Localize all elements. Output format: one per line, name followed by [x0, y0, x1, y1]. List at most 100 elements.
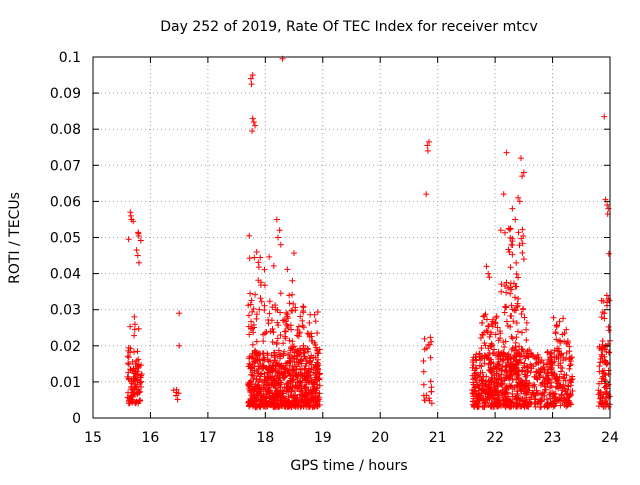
data-point-plus-marker: [285, 315, 292, 322]
data-point-plus-marker: [564, 337, 571, 344]
data-point-plus-marker: [427, 334, 434, 341]
data-point-plus-marker: [485, 351, 492, 358]
data-point-plus-marker: [499, 356, 506, 363]
data-point-plus-marker: [503, 318, 510, 325]
data-point-plus-marker: [125, 369, 132, 376]
data-point-plus-marker: [280, 363, 287, 370]
data-point-plus-marker: [299, 374, 306, 381]
data-point-plus-marker: [269, 339, 276, 346]
x-tick-label: 16: [142, 430, 160, 446]
data-point-plus-marker: [300, 304, 307, 311]
data-point-plus-marker: [250, 395, 257, 402]
data-point-plus-marker: [563, 397, 570, 404]
data-point-plus-marker: [508, 333, 515, 340]
data-point-plus-marker: [510, 318, 517, 325]
data-point-plus-marker: [299, 346, 306, 353]
data-point-plus-marker: [420, 392, 427, 399]
data-point-plus-marker: [494, 403, 501, 410]
data-point-plus-marker: [282, 328, 289, 335]
data-point-plus-marker: [515, 229, 522, 236]
data-point-plus-marker: [420, 358, 427, 365]
data-point-plus-marker: [512, 307, 519, 314]
data-point-plus-marker: [478, 363, 485, 370]
x-tick-label: 15: [84, 430, 102, 446]
data-point-plus-marker: [131, 321, 138, 328]
data-point-plus-marker: [478, 390, 485, 397]
data-point-plus-marker: [534, 351, 541, 358]
data-point-plus-marker: [565, 383, 572, 390]
data-point-plus-marker: [495, 402, 502, 409]
data-point-plus-marker: [501, 309, 508, 316]
data-point-plus-marker: [512, 393, 519, 400]
data-point-plus-marker: [486, 396, 493, 403]
data-point-plus-marker: [302, 366, 309, 373]
data-point-plus-marker: [245, 400, 252, 407]
data-point-plus-marker: [481, 360, 488, 367]
data-point-plus-marker: [249, 308, 256, 315]
data-point-plus-marker: [291, 397, 298, 404]
data-point-plus-marker: [510, 280, 517, 287]
data-point-plus-marker: [509, 335, 516, 342]
data-point-plus-marker: [547, 395, 554, 402]
data-point-plus-marker: [519, 240, 526, 247]
data-point-plus-marker: [508, 400, 515, 407]
data-point-plus-marker: [550, 314, 557, 321]
data-point-plus-marker: [272, 392, 279, 399]
data-point-plus-marker: [300, 324, 307, 331]
data-point-plus-marker: [558, 391, 565, 398]
data-point-plus-marker: [520, 256, 527, 263]
data-point-plus-marker: [513, 403, 520, 410]
data-point-plus-marker: [247, 325, 254, 332]
data-point-plus-marker: [297, 313, 304, 320]
data-point-plus-marker: [509, 306, 516, 313]
data-point-plus-marker: [255, 366, 262, 373]
data-point-plus-marker: [599, 373, 606, 380]
data-point-plus-marker: [251, 348, 258, 355]
data-point-plus-marker: [281, 399, 288, 406]
data-point-plus-marker: [135, 361, 142, 368]
data-point-plus-marker: [472, 354, 479, 361]
data-point-plus-marker: [289, 362, 296, 369]
data-point-plus-marker: [507, 225, 514, 232]
data-point-plus-marker: [285, 324, 292, 331]
data-point-plus-marker: [603, 292, 610, 299]
data-point-plus-marker: [569, 373, 576, 380]
data-point-plus-marker: [246, 382, 253, 389]
data-point-plus-marker: [479, 377, 486, 384]
data-point-plus-marker: [496, 392, 503, 399]
data-point-plus-marker: [291, 250, 298, 257]
data-point-plus-marker: [252, 380, 259, 387]
data-point-plus-marker: [494, 383, 501, 390]
data-point-plus-marker: [549, 370, 556, 377]
data-point-plus-marker: [428, 400, 435, 407]
data-point-plus-marker: [560, 357, 567, 364]
y-tick-label: 0.1: [59, 50, 81, 66]
data-point-plus-marker: [246, 331, 253, 338]
data-point-plus-marker: [503, 395, 510, 402]
data-point-plus-marker: [274, 319, 281, 326]
data-point-plus-marker: [254, 357, 261, 364]
data-point-plus-marker: [482, 383, 489, 390]
data-point-plus-marker: [294, 398, 301, 405]
data-point-plus-marker: [511, 384, 518, 391]
data-point-plus-marker: [560, 375, 567, 382]
data-point-plus-marker: [257, 282, 264, 289]
data-point-plus-marker: [497, 328, 504, 335]
data-point-plus-marker: [512, 216, 519, 223]
y-tick-label: 0.03: [50, 303, 81, 319]
data-point-plus-marker: [488, 391, 495, 398]
data-point-plus-marker: [487, 403, 494, 410]
data-point-plus-marker: [258, 298, 265, 305]
data-point-plus-marker: [303, 379, 310, 386]
data-point-plus-marker: [283, 309, 290, 316]
data-point-plus-marker: [492, 388, 499, 395]
data-point-plus-marker: [300, 403, 307, 410]
data-point-plus-marker: [287, 383, 294, 390]
data-point-plus-marker: [507, 353, 514, 360]
data-point-plus-marker: [541, 366, 548, 373]
data-point-plus-marker: [523, 319, 530, 326]
data-point-plus-marker: [504, 401, 511, 408]
data-point-plus-marker: [258, 370, 265, 377]
data-point-plus-marker: [514, 371, 521, 378]
